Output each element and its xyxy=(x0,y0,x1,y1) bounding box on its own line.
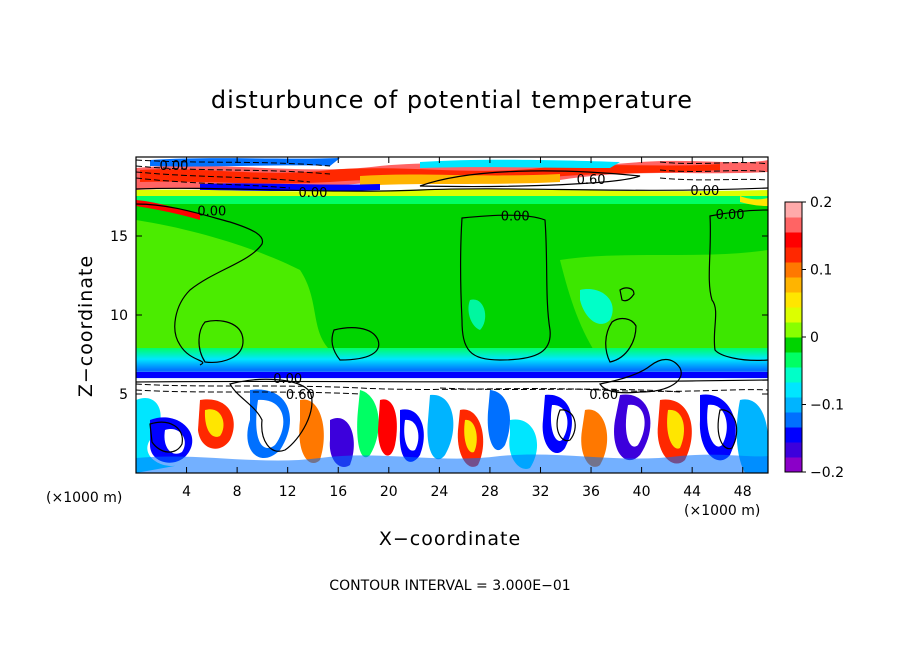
x-tick-label: 20 xyxy=(380,484,398,500)
colorbar-tick-label: 0 xyxy=(810,330,819,346)
x-tick-label: 36 xyxy=(582,484,600,500)
y-tick-label: 5 xyxy=(119,387,128,403)
contour-interval-note: CONTOUR INTERVAL = 3.000E−01 xyxy=(329,578,571,594)
colorbar-swatch xyxy=(785,337,802,353)
contour-labels: 0.000.000.600.000.00 0.00 0.000.000.60 0.60 xyxy=(159,159,745,403)
dashed-contours xyxy=(136,159,768,395)
x-tick-label: 48 xyxy=(734,484,752,500)
contour-label: 0.60 xyxy=(286,388,315,403)
contour-label: 0.60 xyxy=(577,173,606,188)
contours xyxy=(136,170,768,453)
colorbar-swatch xyxy=(785,382,802,398)
x-tick-label: 40 xyxy=(633,484,651,500)
x-tick-label: 8 xyxy=(233,484,242,500)
colorbar-tick-label: −0.2 xyxy=(810,465,844,481)
contour-label: 0.00 xyxy=(197,205,226,220)
colorbar-swatch xyxy=(785,412,802,428)
colorbar-swatch xyxy=(785,397,802,413)
y-tick-label: 15 xyxy=(110,229,128,245)
colorbar-swatch xyxy=(785,427,802,443)
colorbar-swatch xyxy=(785,442,802,458)
x-unit-label-left: (×1000 m) xyxy=(46,490,123,506)
colorbar-tick-label: 0.2 xyxy=(810,195,832,211)
x-tick-label: 16 xyxy=(329,484,347,500)
colorbar-swatch xyxy=(785,352,802,368)
colorbar-swatch xyxy=(785,277,802,293)
x-tick-label: 44 xyxy=(683,484,701,500)
contour-label: 0.00 xyxy=(159,159,188,174)
colorbar-swatch xyxy=(785,367,802,383)
x-tick-label: 24 xyxy=(430,484,448,500)
x-tick-label: 12 xyxy=(279,484,297,500)
contour-label: 0.00 xyxy=(690,184,719,199)
y-tick-label: 10 xyxy=(110,308,128,324)
colorbar-swatch xyxy=(785,217,802,233)
colorbar-swatch xyxy=(785,262,802,278)
light-green-region xyxy=(136,220,330,360)
contour-label: 0.00 xyxy=(716,208,745,223)
colorbar-ticks: 0.2 0.1 0 −0.1 −0.2 xyxy=(802,195,844,481)
x-unit-label-right: (×1000 m) xyxy=(684,503,761,519)
contour-label: 0.60 xyxy=(589,388,618,403)
colorbar-swatch xyxy=(785,247,802,263)
x-tick-label: 32 xyxy=(532,484,550,500)
lower-turbulence xyxy=(136,389,768,473)
contour-label: 0.00 xyxy=(501,209,530,224)
colorbar-swatch xyxy=(785,232,802,248)
colorbar-swatch xyxy=(785,322,802,338)
x-axis: 4 8 12 16 20 24 28 32 36 40 44 48 xyxy=(182,157,752,500)
contour-label: 0.00 xyxy=(298,186,327,201)
x-axis-label: X−coordinate xyxy=(378,528,522,550)
chart-title: disturbunce of potential temperature xyxy=(210,86,694,114)
contour-label: 0.00 xyxy=(273,372,302,387)
x-tick-label: 28 xyxy=(481,484,499,500)
colorbar-swatch xyxy=(785,292,802,308)
x-tick-label: 4 xyxy=(182,484,191,500)
colorbar-tick-label: 0.1 xyxy=(810,263,832,279)
colorbar-swatch xyxy=(785,457,802,473)
colorbar-tick-label: −0.1 xyxy=(810,398,844,414)
colorbar-swatch xyxy=(785,202,802,218)
colorbar xyxy=(785,202,802,473)
colorbar-swatch xyxy=(785,307,802,323)
y-axis: 5 10 15 xyxy=(110,229,768,403)
